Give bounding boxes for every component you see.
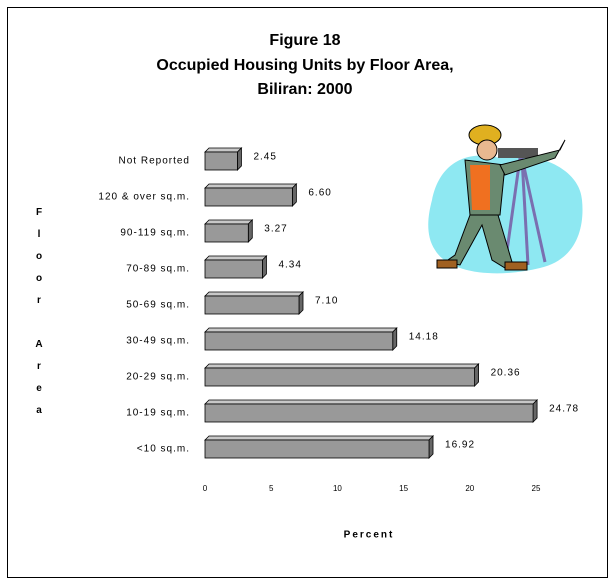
y-tick-label: 120 & over sq.m. [98, 192, 190, 203]
bar-side [237, 147, 242, 171]
value-label: 7.10 [315, 296, 338, 307]
y-tick-label: 50-69 sq.m. [126, 300, 190, 311]
bar [204, 367, 475, 387]
value-label: 4.34 [278, 260, 301, 271]
bar-top [204, 363, 480, 369]
x-tick-label: 0 [203, 484, 208, 493]
value-label: 20.36 [491, 368, 521, 379]
bar-top [204, 327, 398, 333]
x-tick-label: 15 [399, 484, 408, 493]
bar [204, 403, 534, 423]
chart-title: Figure 18 [269, 32, 340, 49]
y-tick-label: 10-19 sq.m. [126, 408, 190, 419]
x-tick-label: 10 [333, 484, 342, 493]
bar-side [298, 291, 304, 315]
bar-top [204, 435, 434, 441]
bar [204, 331, 394, 351]
x-axis-label: Percent [344, 530, 395, 541]
bar-side [247, 219, 253, 243]
bar-top [204, 255, 268, 261]
y-tick-label: 70-89 sq.m. [126, 264, 190, 275]
bar-top [204, 399, 539, 405]
bar [204, 223, 249, 243]
y-tick-label: 90-119 sq.m. [120, 228, 190, 239]
surveyor-clipart [428, 124, 583, 274]
y-tick-label: 20-29 sq.m. [126, 372, 190, 383]
bar [204, 187, 293, 207]
y-tick-label: 30-49 sq.m. [126, 336, 190, 347]
bar-top [204, 291, 304, 297]
x-tick-label: 25 [532, 484, 541, 493]
value-label: 3.27 [264, 224, 287, 235]
chart-title: Occupied Housing Units by Floor Area, [156, 57, 453, 74]
frame [7, 7, 608, 578]
value-label: 16.92 [445, 440, 475, 451]
value-label: 6.60 [308, 188, 331, 199]
bar-side [428, 435, 434, 459]
value-label: 2.45 [253, 152, 276, 163]
chart-title: Biliran: 2000 [257, 81, 352, 98]
bar-side [532, 399, 538, 423]
bar-top [204, 147, 243, 153]
bar-side [474, 363, 479, 387]
bar [204, 151, 238, 171]
x-tick-label: 5 [269, 484, 274, 493]
x-tick-label: 20 [465, 484, 474, 493]
bar [204, 439, 430, 459]
bar [204, 295, 300, 315]
y-tick-label: <10 sq.m. [137, 444, 190, 455]
bar-side [392, 327, 398, 351]
value-label: 24.78 [549, 404, 579, 415]
bar-top [204, 219, 254, 225]
value-label: 14.18 [409, 332, 439, 343]
bar [204, 259, 263, 279]
bar-top [204, 183, 298, 189]
bar-side [291, 183, 297, 207]
bar-side [262, 255, 267, 279]
y-tick-label: Not Reported [119, 156, 190, 167]
